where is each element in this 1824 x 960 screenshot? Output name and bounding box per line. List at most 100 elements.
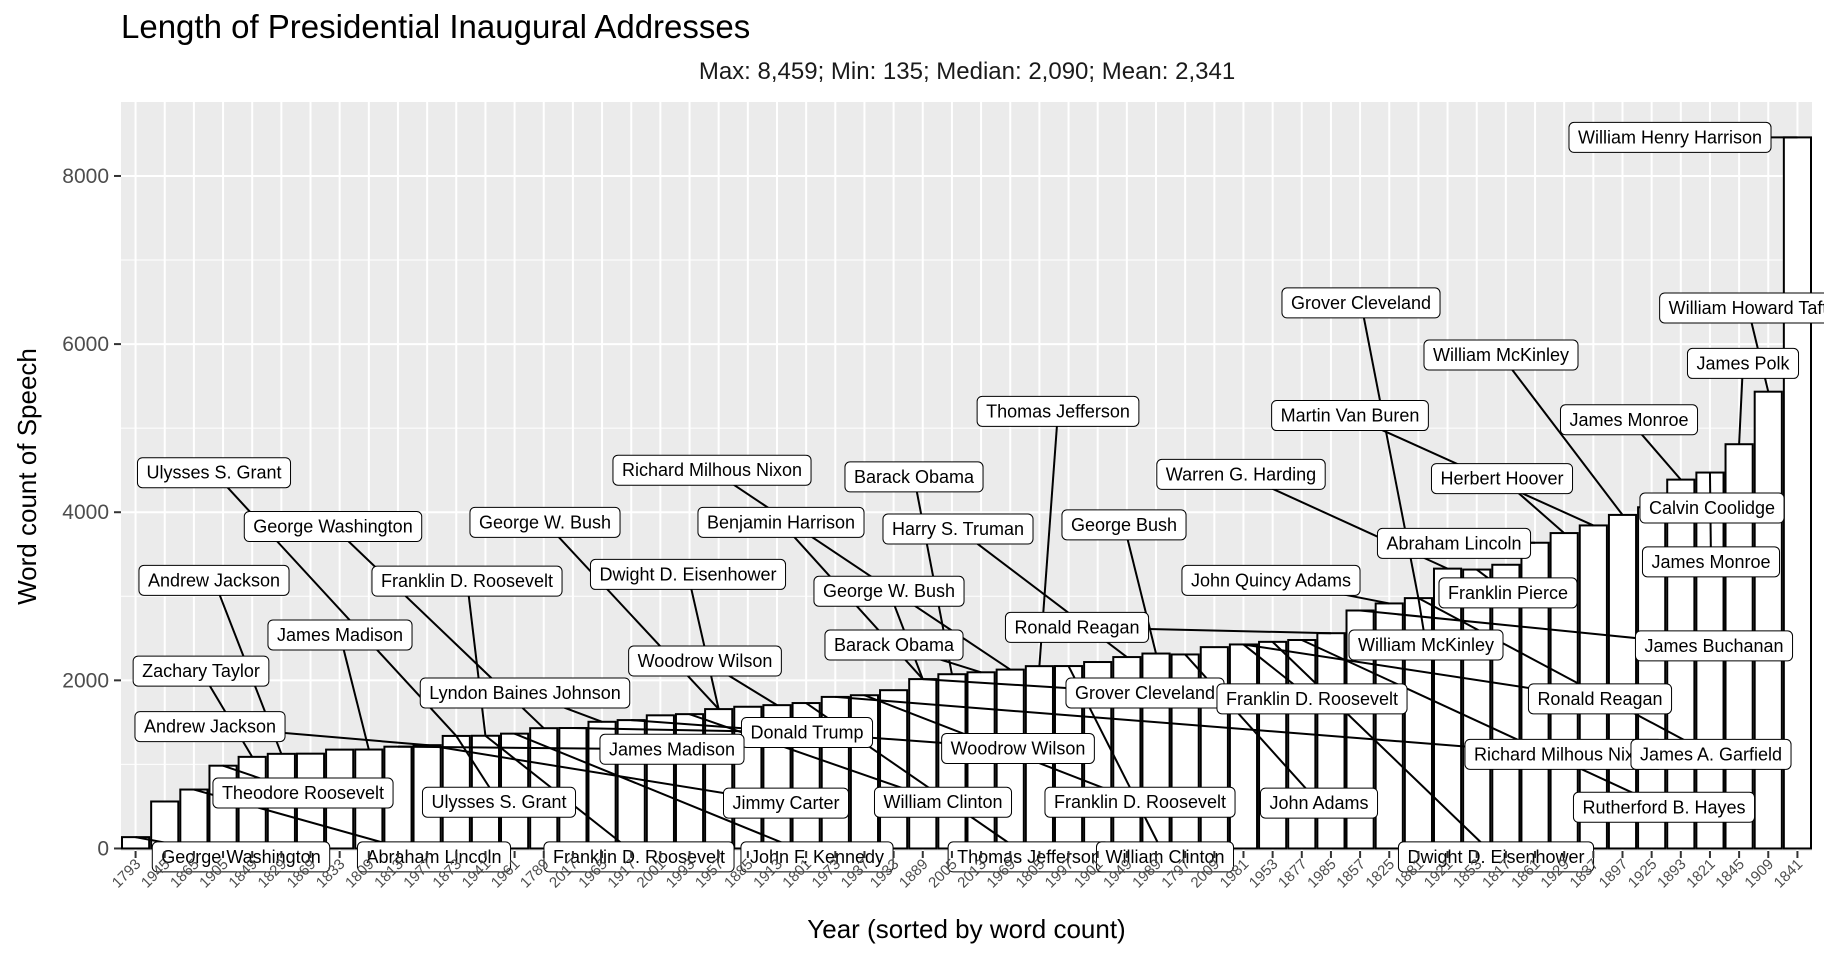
label-box: Harry S. Truman — [882, 513, 1034, 545]
label-box-frame — [1095, 841, 1235, 873]
label-box-frame — [723, 787, 849, 819]
label-box: Warren G. Harding — [1156, 458, 1326, 490]
bar-label: Andrew Jackson — [148, 570, 280, 590]
y-tick-label: 8000 — [62, 165, 109, 188]
label-box-frame — [1044, 786, 1236, 818]
leader-line — [466, 581, 487, 736]
bar — [908, 678, 938, 850]
bar-label: Donald Trump — [750, 722, 863, 742]
label-box-frame — [976, 395, 1140, 427]
label-box-frame — [1061, 509, 1187, 541]
bar-label: Barack Obama — [854, 467, 975, 487]
label-box: Richard Milhous Nixon — [612, 454, 812, 486]
chart-title: Length of Presidential Inaugural Address… — [121, 8, 751, 45]
bar — [704, 708, 734, 850]
y-tick-label: 6000 — [62, 333, 109, 356]
x-tick-label: 1821 — [1683, 856, 1719, 892]
bar-label: Ulysses S. Grant — [146, 463, 281, 483]
leader-line — [1500, 354, 1624, 516]
leader-line — [835, 695, 1565, 756]
leader-line — [544, 521, 720, 710]
label-box: Barack Obama — [824, 629, 964, 661]
label-box: Franklin D. Roosevelt — [371, 565, 563, 597]
bar-label: Franklin Pierce — [1448, 583, 1568, 603]
bar-label: Franklin D. Roosevelt — [1226, 689, 1398, 709]
label-box: Dwight D. Eisenhower — [589, 558, 787, 590]
label-box-frame — [267, 619, 413, 651]
label-box-frame — [371, 565, 563, 597]
x-tick-label: 1845 — [1712, 856, 1748, 892]
label-box-frame — [941, 732, 1095, 764]
label-box-frame — [1634, 630, 1794, 662]
label-box: Ulysses S. Grant — [421, 786, 577, 818]
label-box: John Adams — [1259, 787, 1379, 819]
bar-label: Dwight D. Eisenhower — [1407, 847, 1584, 867]
label-box-frame — [136, 457, 292, 489]
label-box: John F. Kennedy — [740, 841, 894, 873]
bar-label: James Madison — [609, 739, 735, 759]
label-box-frame — [612, 454, 812, 486]
label-box-frame — [1438, 577, 1578, 609]
bar-label: George Washington — [253, 517, 412, 537]
y-axis-title: Word count of Speech — [12, 348, 42, 605]
bar-label: Ronald Reagan — [1014, 617, 1139, 637]
label-box-frame — [469, 506, 621, 538]
bar-label: Martin Van Buren — [1281, 406, 1420, 426]
bar-label: Richard Milhous Nixon — [622, 460, 802, 480]
bar-label: Warren G. Harding — [1166, 464, 1316, 484]
leader-line — [339, 634, 370, 750]
bar-label: John F. Kennedy — [750, 847, 884, 867]
label-box-frame — [1181, 564, 1361, 596]
label-box: Barack Obama — [844, 461, 984, 493]
y-tick-label: 0 — [97, 837, 109, 860]
bar-label: James Buchanan — [1644, 636, 1783, 656]
bar — [179, 788, 209, 850]
label-box: Theodore Roosevelt — [212, 777, 394, 809]
label-box: Franklin D. Roosevelt — [1044, 786, 1236, 818]
label-box: George W. Bush — [469, 506, 621, 538]
label-box-frame — [1686, 347, 1800, 379]
label-box: Martin Van Buren — [1271, 400, 1429, 432]
bar — [1228, 643, 1259, 850]
label-box-frame — [1271, 400, 1429, 432]
x-tick-label: 1893 — [1654, 856, 1690, 892]
label-box: Zachary Taylor — [132, 655, 270, 687]
label-box: Franklin D. Roosevelt — [1216, 683, 1408, 715]
label-box-frame — [1259, 787, 1379, 819]
label-box: Ronald Reagan — [1004, 611, 1150, 643]
bar-label: Grover Cleveland — [1075, 683, 1215, 703]
label-box-frame — [824, 629, 964, 661]
label-box: William Clinton — [873, 786, 1013, 818]
label-box-frame — [138, 564, 290, 596]
label-box-frame — [697, 506, 865, 538]
label-box-frame — [132, 655, 270, 687]
label-box: Rutherford B. Hayes — [1572, 791, 1756, 823]
label-box-frame — [1568, 121, 1772, 153]
bar-label: Abraham Lincoln — [366, 847, 501, 867]
leader-line — [514, 732, 818, 858]
label-box-frame — [873, 786, 1013, 818]
leader-line — [1417, 597, 1712, 756]
label-box-frame — [1430, 463, 1574, 495]
x-tick-label: 1877 — [1275, 856, 1311, 892]
bar-label: Harry S. Truman — [892, 519, 1024, 539]
bar-label: William Clinton — [1105, 847, 1224, 867]
bar-label: Barack Obama — [834, 635, 955, 655]
label-box: Andrew Jackson — [134, 711, 286, 743]
bar — [1753, 390, 1783, 850]
bar-label: Theodore Roosevelt — [222, 783, 384, 803]
bar-label: Ronald Reagan — [1537, 689, 1662, 709]
label-box: Grover Cleveland — [1065, 677, 1225, 709]
label-box: Woodrow Wilson — [628, 645, 782, 677]
bar-label: William Howard Taft — [1669, 298, 1824, 318]
label-box: Ronald Reagan — [1527, 683, 1673, 715]
chart-subtitle: Max: 8,459; Min: 135; Median: 2,090; Mea… — [698, 58, 1236, 85]
label-box-frame — [1376, 527, 1532, 559]
bar-label: William McKinley — [1358, 635, 1494, 655]
label-box: John Quincy Adams — [1181, 564, 1361, 596]
label-box: William Clinton — [1095, 841, 1235, 873]
bar-labels: William Henry Harrison Grover Cleveland Wi… — [132, 121, 1824, 873]
x-tick-label: 1925 — [1625, 856, 1661, 892]
y-tick-label: 4000 — [62, 501, 109, 524]
x-tick-label: 1857 — [1333, 856, 1369, 892]
